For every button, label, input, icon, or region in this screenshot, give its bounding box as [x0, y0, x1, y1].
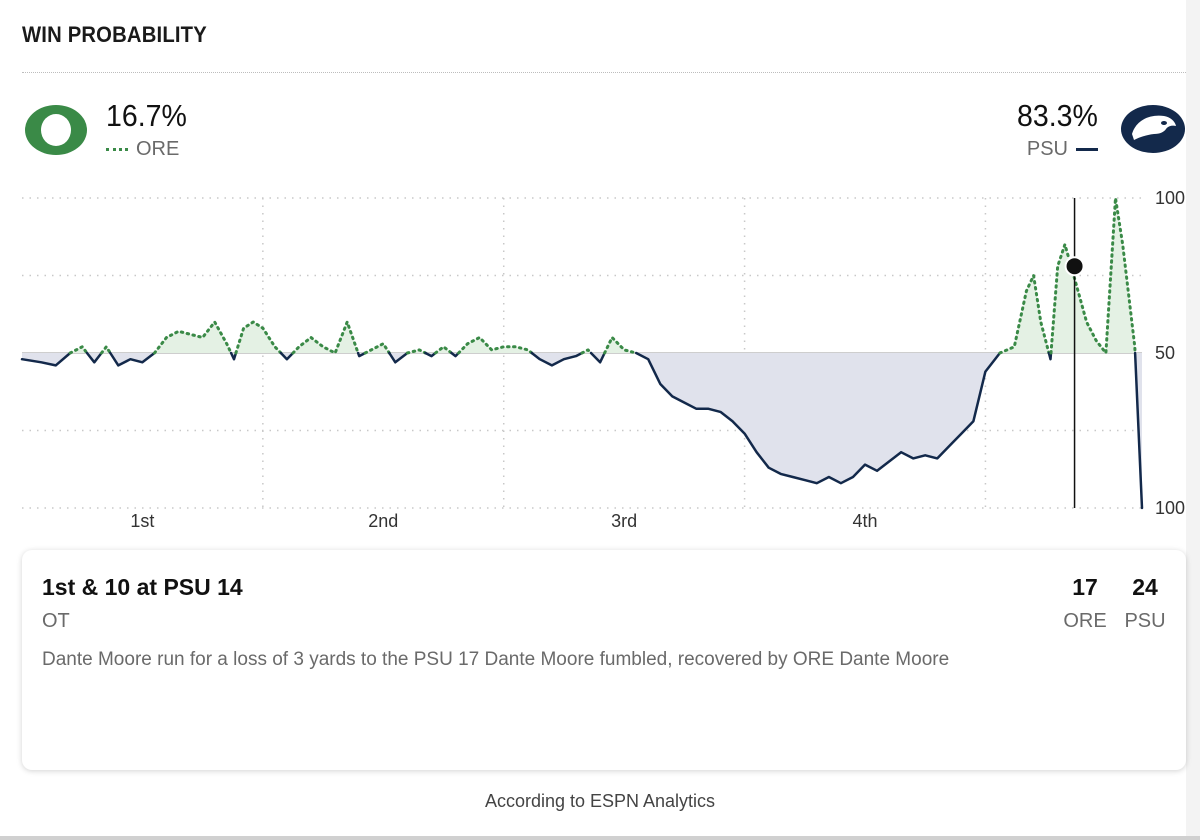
bottom-divider	[0, 836, 1200, 840]
psu-legend: PSU	[1027, 138, 1098, 161]
ore-advantage-area	[235, 322, 281, 353]
ore-probability-line	[1049, 196, 1137, 355]
play-period: OT	[42, 610, 70, 632]
analytics-credit: According to ESPN Analytics	[484, 791, 716, 811]
ore-probability-line	[457, 336, 534, 355]
ore-probability-line	[291, 320, 360, 355]
psu-advantage-area	[87, 353, 102, 363]
ore-score: 17	[1072, 574, 1098, 600]
selected-play-marker[interactable]	[1064, 256, 1085, 277]
ore-advantage-area	[293, 322, 359, 353]
x-tick-label: 3rd	[611, 511, 637, 531]
ore-advantage-area	[70, 346, 87, 353]
ore-legend-label: ORE	[136, 138, 180, 160]
y-tick-label: 100	[1155, 498, 1185, 518]
psu-solid-line-key	[1076, 148, 1098, 151]
psu-probability-line	[20, 351, 72, 367]
psu-probability-line	[356, 351, 367, 358]
ore-probability-line	[234, 320, 283, 355]
ore-advantage-area	[999, 275, 1049, 353]
play-detail-card: 1st & 10 at PSU 14 OT Dante Moore run fo…	[22, 550, 1186, 770]
ore-legend: ORE	[106, 138, 179, 161]
psu-probability-line	[85, 351, 103, 364]
psu-probability-line	[634, 351, 1002, 485]
ore-advantage-area	[435, 346, 452, 353]
psu-probability-line	[109, 351, 156, 367]
title-divider	[22, 72, 1186, 73]
oregon-o-logo	[25, 105, 87, 155]
play-situation: 1st & 10 at PSU 14	[42, 574, 243, 600]
ore-advantage-area	[458, 337, 532, 353]
ore-probability-line	[603, 336, 638, 355]
psu-probability-line	[1047, 351, 1053, 361]
psu-probability-line	[388, 351, 409, 364]
ore-advantage-area	[604, 337, 637, 353]
ore-advantage-area	[154, 322, 232, 353]
x-tick-label: 4th	[852, 511, 877, 531]
ore-probability-line	[363, 342, 391, 355]
x-tick-label: 2nd	[368, 511, 398, 531]
psu-win-percentage: 83.3%	[1017, 98, 1098, 133]
psu-score: 24	[1132, 574, 1158, 600]
psu-probability-line	[424, 351, 437, 358]
x-tick-label: 1st	[130, 511, 154, 531]
ore-win-percentage: 16.7%	[106, 98, 187, 133]
ore-advantage-area	[1051, 198, 1136, 353]
psu-advantage-area	[636, 353, 1000, 484]
ore-probability-line	[100, 345, 112, 355]
psu-probability-line	[589, 351, 606, 364]
ore-probability-line	[434, 345, 453, 355]
y-tick-label: 50	[1155, 343, 1175, 363]
ore-probability-line	[68, 345, 89, 355]
psu-probability-line	[1133, 351, 1144, 510]
page-title: WIN PROBABILITY	[22, 22, 207, 47]
ore-score-label: ORE	[1063, 610, 1107, 632]
psu-probability-line	[530, 351, 584, 367]
psu-score-label: PSU	[1124, 610, 1166, 632]
psu-probability-line	[229, 351, 238, 361]
ore-dotted-line-key	[106, 148, 128, 151]
win-probability-chart[interactable]: 1st 2nd 3rd 4th 100 50 100	[0, 180, 1200, 540]
ore-probability-line	[405, 348, 427, 355]
nittany-lion-logo	[1121, 105, 1185, 153]
play-description: Dante Moore run for a loss of 3 yards to…	[42, 649, 950, 670]
psu-legend-label: PSU	[1026, 138, 1068, 160]
ore-probability-line	[998, 274, 1051, 355]
y-tick-label: 100	[1155, 188, 1185, 208]
psu-probability-line	[279, 351, 295, 361]
ore-probability-line	[580, 348, 593, 355]
psu-advantage-area	[531, 353, 582, 366]
ore-probability-line	[153, 320, 233, 355]
